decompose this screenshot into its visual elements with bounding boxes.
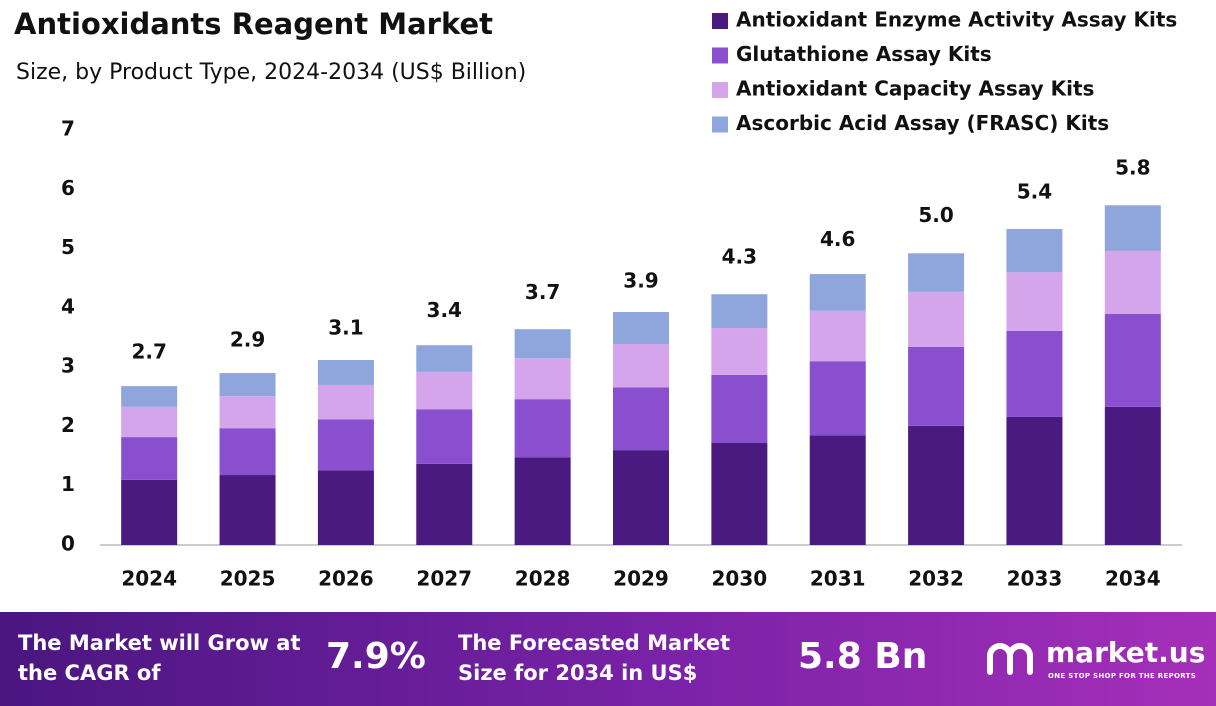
- cagr-text: The Market will Grow at the CAGR of: [18, 631, 301, 685]
- total-label: 3.4: [427, 298, 462, 322]
- x-tick-label: 2032: [908, 567, 964, 591]
- bar-segment: [317, 419, 374, 471]
- bar-segment: [1104, 205, 1161, 251]
- bar-segment: [711, 443, 768, 545]
- bar-segment: [908, 253, 965, 292]
- legend-label: Ascorbic Acid Assay (FRASC) Kits: [736, 111, 1109, 135]
- bar-segment: [121, 437, 178, 480]
- bar-segment: [1006, 330, 1063, 417]
- bar-segment: [219, 475, 276, 545]
- total-label: 4.6: [820, 227, 855, 251]
- bar-segment: [711, 328, 768, 375]
- bar-segment: [219, 373, 276, 397]
- legend-swatch: [712, 116, 728, 133]
- y-tick-label: 4: [61, 294, 75, 318]
- y-tick-label: 2: [61, 413, 75, 437]
- legend-swatch: [712, 47, 728, 64]
- x-tick-label: 2030: [712, 567, 768, 591]
- size-value: 5.8 Bn: [798, 636, 928, 677]
- bar-segment: [613, 312, 669, 345]
- y-tick-label: 1: [61, 472, 75, 496]
- total-label: 3.1: [328, 316, 363, 340]
- footer: The Market will Grow at the CAGR of 7.9%…: [0, 612, 1216, 706]
- x-tick-label: 2029: [613, 567, 669, 591]
- x-tick-label: 2024: [121, 567, 177, 591]
- bar-segment: [317, 360, 374, 385]
- total-label: 3.7: [525, 280, 560, 304]
- bar-segment: [613, 344, 669, 388]
- bar-segment: [1006, 272, 1063, 331]
- chart-title: Antioxidants Reagent Market: [14, 7, 493, 41]
- bar-segment: [121, 479, 178, 545]
- bar-segment: [908, 291, 965, 347]
- bar-segment: [809, 435, 866, 545]
- bar-segment: [1006, 416, 1063, 545]
- y-tick-label: 3: [61, 354, 75, 378]
- chart-subtitle: Size, by Product Type, 2024-2034 (US$ Bi…: [16, 60, 526, 85]
- bar-segment: [809, 310, 866, 362]
- legend-swatch: [712, 82, 728, 98]
- logo-icon: [987, 643, 1033, 675]
- total-label: 5.4: [1017, 179, 1052, 203]
- x-tick-label: 2033: [1007, 567, 1063, 591]
- bar-segment: [317, 384, 374, 420]
- bar-segment: [1006, 229, 1063, 273]
- bar-segment: [219, 396, 276, 429]
- total-label: 2.7: [131, 339, 166, 363]
- total-label: 4.3: [722, 245, 757, 269]
- total-label: 5.8: [1115, 156, 1150, 180]
- bar-segment: [121, 386, 178, 407]
- brand: market.us: [1046, 636, 1206, 669]
- bar-segment: [1104, 313, 1161, 407]
- tagline: ONE STOP SHOP FOR THE REPORTS: [1048, 672, 1197, 680]
- bar-segment: [514, 457, 571, 545]
- chart: Antioxidants Reagent Market Size, by Pro…: [14, 7, 1182, 591]
- bar-segment: [514, 358, 571, 400]
- bar-segment: [809, 274, 866, 311]
- legend-label: Glutathione Assay Kits: [736, 42, 992, 66]
- x-tick-label: 2025: [220, 567, 276, 591]
- y-tick-label: 5: [61, 235, 75, 259]
- total-label: 5.0: [918, 203, 953, 227]
- x-tick-label: 2027: [416, 567, 472, 591]
- x-tick-label: 2031: [810, 567, 866, 591]
- cagr-value: 7.9%: [326, 636, 426, 677]
- bar-segment: [514, 399, 571, 458]
- bar-segment: [1104, 406, 1161, 545]
- bar-segment: [711, 294, 768, 329]
- bar-segment: [908, 425, 965, 545]
- bar-segment: [613, 450, 669, 545]
- legend-label: Antioxidant Capacity Assay Kits: [736, 77, 1094, 101]
- x-tick-label: 2026: [318, 567, 374, 591]
- bar-segment: [1104, 250, 1161, 314]
- bar-segment: [416, 345, 473, 372]
- legend-label: Antioxidant Enzyme Activity Assay Kits: [736, 8, 1177, 32]
- bar-segment: [219, 428, 276, 476]
- bar-segment: [613, 387, 669, 451]
- bar-segment: [416, 463, 473, 545]
- total-label: 3.9: [623, 268, 658, 292]
- total-label: 2.9: [230, 328, 265, 352]
- bar-segment: [416, 409, 473, 464]
- bar-segment: [809, 361, 866, 436]
- bar-segment: [317, 470, 374, 545]
- size-text: The Forecasted Market Size for 2034 in U…: [458, 631, 731, 685]
- bar-segment: [416, 371, 473, 410]
- bar-segment: [711, 374, 768, 444]
- bar-segment: [908, 346, 965, 426]
- x-tick-label: 2028: [515, 567, 571, 591]
- bar-segment: [514, 329, 571, 359]
- legend-swatch: [712, 13, 728, 29]
- y-tick-label: 0: [61, 532, 75, 556]
- bar-segment: [121, 406, 178, 438]
- y-tick-label: 7: [61, 117, 75, 141]
- x-tick-label: 2034: [1105, 567, 1161, 591]
- y-tick-label: 6: [61, 176, 75, 200]
